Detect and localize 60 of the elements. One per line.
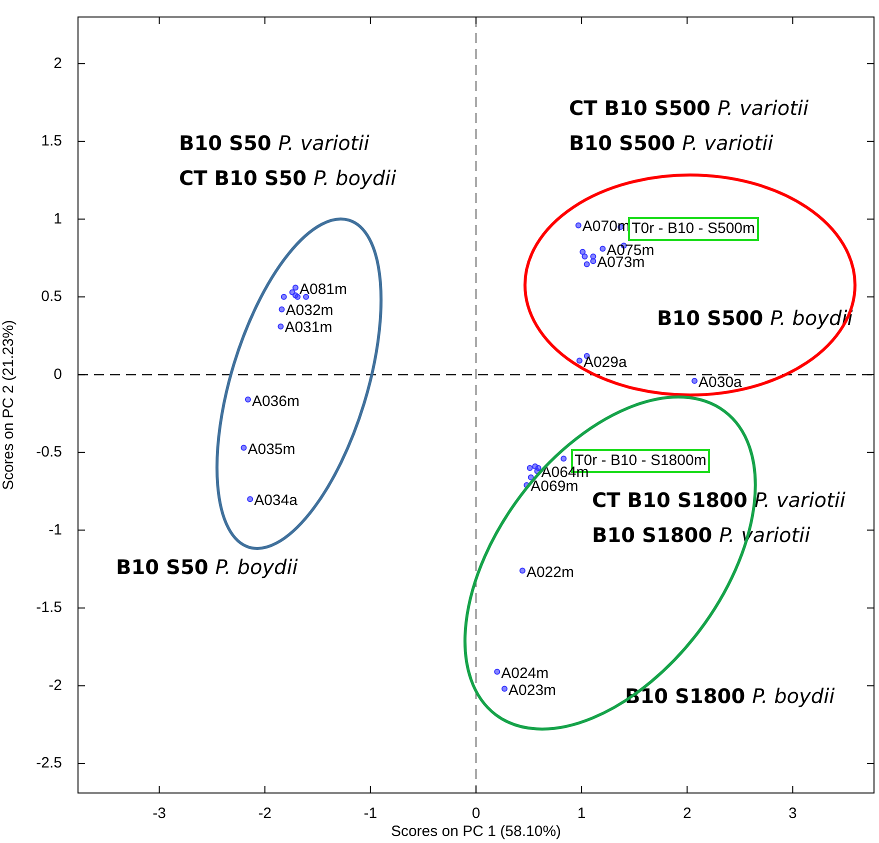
point	[278, 323, 284, 330]
annotation: A070m	[582, 218, 630, 236]
y-tick-label: 1	[54, 210, 62, 228]
x-tick-label: 3	[788, 805, 797, 822]
point	[560, 456, 567, 462]
annotation: A024m	[501, 664, 549, 683]
annotation: A022m	[526, 564, 574, 582]
y-tick-label: -1	[48, 521, 62, 538]
y-tick-label: 0	[54, 366, 62, 383]
point	[580, 248, 586, 255]
y-tick-label: 1.5	[41, 132, 62, 150]
point	[294, 294, 301, 300]
x-tick-label: 2	[682, 805, 692, 822]
point	[600, 246, 606, 252]
point	[280, 294, 287, 300]
annotation: A034a	[254, 492, 298, 510]
y-tick-label: -1.5	[36, 599, 62, 616]
y-tick-label: -2.5	[36, 754, 62, 772]
x-tick-label: 1	[577, 805, 586, 822]
point	[292, 284, 298, 291]
annotation: A073m	[597, 254, 645, 272]
annotation: A032m	[286, 302, 334, 320]
y-tick-label: 2	[54, 54, 62, 72]
point	[576, 358, 582, 364]
point	[584, 261, 590, 268]
point	[502, 686, 508, 692]
annotation: B10 S50 P. boydii	[116, 555, 298, 579]
annotation: CT B10 S50 P. boydii	[179, 166, 396, 190]
annotation: B10 S50 P. variotii	[179, 131, 370, 155]
point	[692, 378, 698, 384]
x-tick-label: -2	[258, 805, 272, 822]
annotation: A023m	[508, 682, 556, 700]
point	[582, 253, 588, 260]
point	[526, 464, 533, 471]
x-axis-title: Scores on PC 1 (58.10%)	[390, 823, 562, 840]
annotation: A029a	[583, 354, 627, 372]
annotation: A035m	[248, 440, 296, 459]
x-tick-label: -1	[364, 805, 378, 822]
annotation: A081m	[299, 280, 347, 299]
point	[590, 258, 596, 264]
y-axis-title: Scores on PC 2 (21.23%)	[0, 320, 18, 490]
y-tick-label: -2	[48, 676, 62, 694]
x-tick-label: -3	[152, 805, 166, 822]
annotation: T0r - B10 - S500m	[632, 220, 756, 237]
annotation: A030a	[698, 374, 742, 392]
annotation: CT B10 S500 P. variotii	[569, 96, 809, 120]
annotation: B10 S500 P. variotii	[569, 131, 774, 155]
point	[247, 496, 254, 502]
point	[494, 668, 500, 675]
point	[528, 474, 534, 480]
point	[575, 222, 582, 228]
x-tick-label: 0	[472, 805, 480, 822]
annotation: A031m	[284, 319, 332, 338]
y-tick-label: -0.5	[36, 444, 62, 461]
point	[278, 306, 285, 312]
y-tick-label: 0.5	[41, 288, 62, 306]
point	[519, 568, 526, 574]
annotation: A036m	[252, 392, 300, 411]
point	[240, 444, 247, 451]
point	[244, 396, 251, 403]
